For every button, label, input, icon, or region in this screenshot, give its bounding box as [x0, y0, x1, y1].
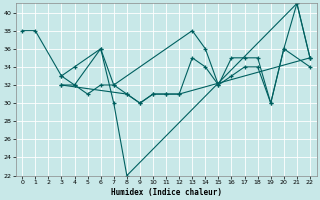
X-axis label: Humidex (Indice chaleur): Humidex (Indice chaleur) — [111, 188, 221, 197]
